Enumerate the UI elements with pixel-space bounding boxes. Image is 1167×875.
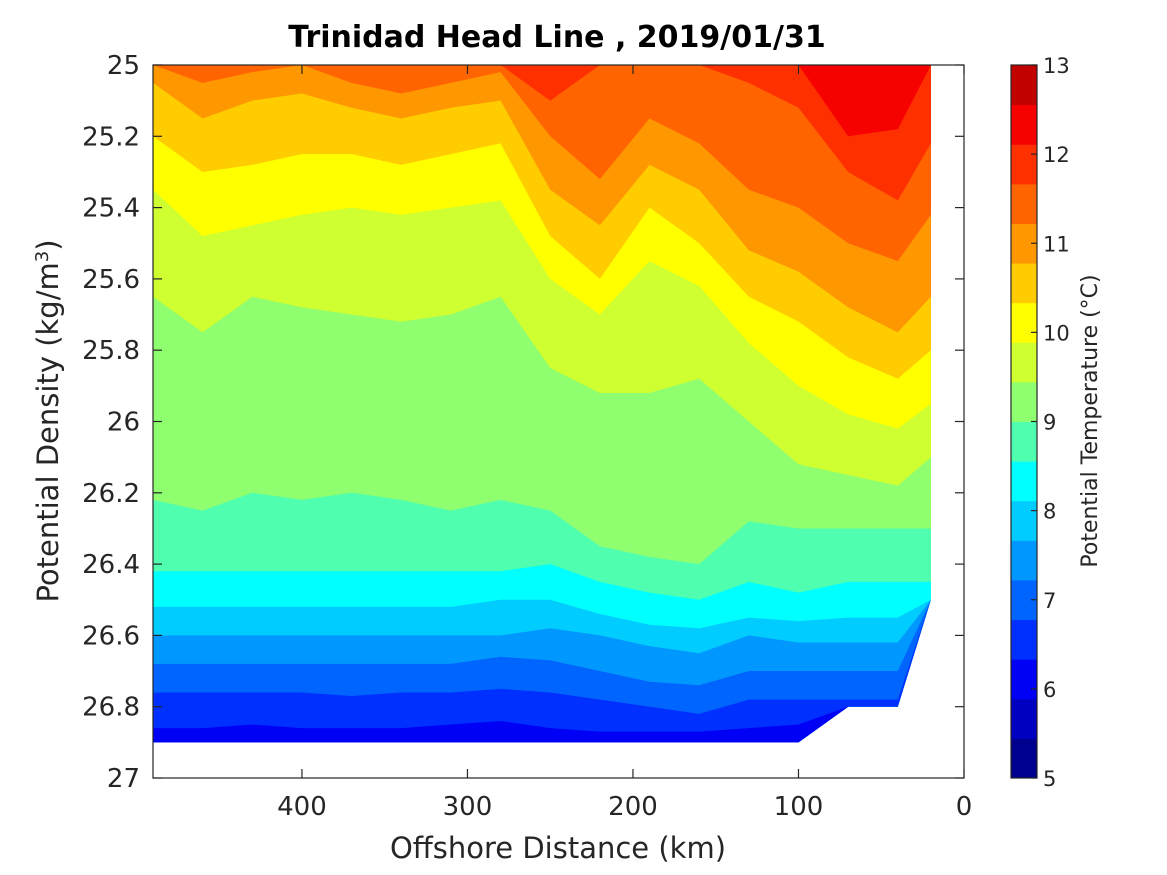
colorbar-tick-label: 9 xyxy=(1043,411,1056,435)
colorbar-tick-label: 13 xyxy=(1043,54,1070,78)
colorbar-segment xyxy=(1011,540,1037,581)
y-tick-label: 25.8 xyxy=(82,336,140,366)
x-tick-label: 400 xyxy=(277,792,327,822)
x-tick-label: 100 xyxy=(774,792,824,822)
contour-band-6 xyxy=(153,599,931,743)
y-tick-label: 26.6 xyxy=(82,621,140,651)
chart-title: Trinidad Head Line , 2019/01/31 xyxy=(288,20,825,55)
colorbar-segment xyxy=(1011,698,1037,739)
colorbar-tick-label: 10 xyxy=(1043,321,1070,345)
contour-fill-layer xyxy=(153,65,931,743)
colorbar-segment xyxy=(1011,461,1037,502)
colorbar-segment xyxy=(1011,302,1037,343)
y-tick-label: 26.4 xyxy=(82,550,140,580)
y-axis-label-sup: 3 xyxy=(32,251,53,262)
colorbar-segment xyxy=(1011,144,1037,185)
colorbar-segment xyxy=(1011,65,1037,106)
colorbar-segment xyxy=(1011,659,1037,700)
colorbar-tick-label: 7 xyxy=(1043,589,1056,613)
colorbar-label: Potential Temperature (°C) xyxy=(1078,274,1103,567)
colorbar-segment xyxy=(1011,183,1037,224)
colorbar-segment xyxy=(1011,381,1037,422)
colorbar-tick-label: 11 xyxy=(1043,232,1070,256)
colorbar: 5 6 7 8 9 10 11 12 13 xyxy=(1010,54,1070,791)
colorbar-tick-label: 6 xyxy=(1043,678,1056,702)
colorbar-segment xyxy=(1011,104,1037,145)
y-axis-label-close: ) xyxy=(31,239,65,250)
y-tick-label: 26.2 xyxy=(82,479,140,509)
contour-band-6.5 xyxy=(153,599,931,743)
y-tick-label: 25.2 xyxy=(82,122,140,152)
colorbar-segment xyxy=(1011,263,1037,304)
y-axis-label: Potential Density (kg/m3) xyxy=(31,239,65,602)
colorbar-tick-label: 8 xyxy=(1043,500,1056,524)
y-tick-label: 26.8 xyxy=(82,693,140,723)
x-axis: 400 300 200 100 0 xyxy=(277,65,972,822)
x-tick-label: 200 xyxy=(608,792,658,822)
x-axis-label: Offshore Distance (km) xyxy=(390,831,726,865)
x-tick-label: 0 xyxy=(956,792,973,822)
colorbar-tick-label: 5 xyxy=(1043,767,1056,791)
colorbar-tick-label: 12 xyxy=(1043,143,1070,167)
colorbar-segment xyxy=(1011,421,1037,462)
y-tick-label: 25.6 xyxy=(82,265,140,295)
colorbar-segment xyxy=(1011,738,1037,779)
y-axis: 25 25.2 25.4 25.6 25.8 26 26.2 26.4 26.6 26.8 27 xyxy=(82,51,964,794)
y-tick-label: 26 xyxy=(107,408,140,438)
x-tick-label: 300 xyxy=(443,792,493,822)
colorbar-segment xyxy=(1011,500,1037,541)
colorbar-segment xyxy=(1011,619,1037,660)
y-tick-label: 27 xyxy=(107,764,140,794)
y-tick-label: 25.4 xyxy=(82,194,140,224)
y-tick-label: 25 xyxy=(107,51,140,81)
colorbar-segment xyxy=(1011,342,1037,383)
y-axis-label-main: Potential Density (kg/m xyxy=(31,262,65,602)
